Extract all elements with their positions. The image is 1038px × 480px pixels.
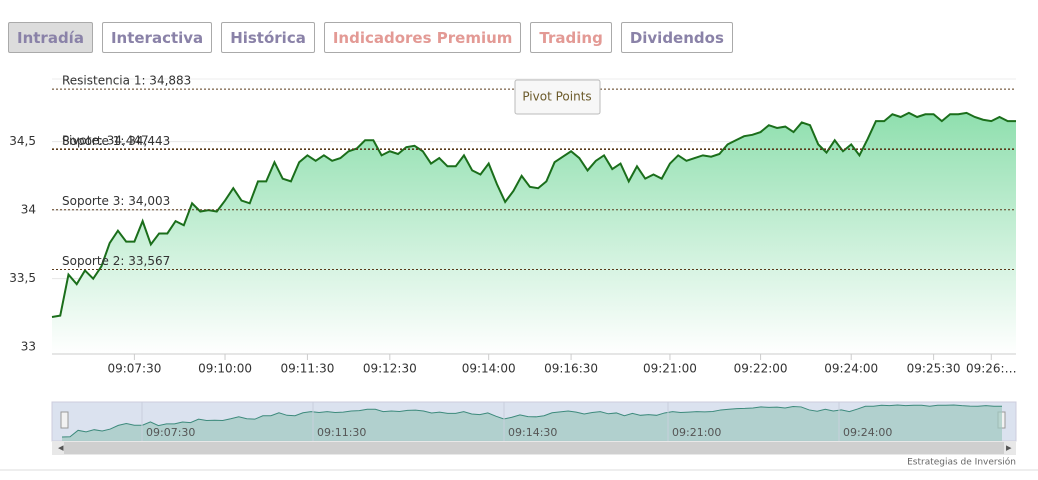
pivot-label: Soporte 3: 34,003 xyxy=(62,194,170,208)
pivot-label: Soporte 1: 34,443 xyxy=(62,134,170,148)
area xyxy=(52,112,1016,354)
pivot-label: Soporte 2: 33,567 xyxy=(62,254,170,268)
x-tick-label: 09:11:30 xyxy=(280,362,334,376)
tab[interactable]: Dividendos xyxy=(620,22,733,53)
nav-label: 09:21:00 xyxy=(672,426,721,439)
tooltip-text: Pivot Points xyxy=(522,90,591,104)
nav-label: 09:14:30 xyxy=(508,426,557,439)
tab[interactable]: Indicadores Premium xyxy=(323,22,522,53)
scroll-left[interactable]: ◂ xyxy=(58,441,64,454)
x-tick-label: 09:07:30 xyxy=(107,362,161,376)
y-tick-label: 34,5 xyxy=(9,134,36,148)
x-tick-label: 09:25:30 xyxy=(907,362,961,376)
tab[interactable]: Intradía xyxy=(8,22,93,53)
credit: Estrategias de Inversión xyxy=(907,457,1016,468)
x-tick-label: 09:26:… xyxy=(966,362,1017,376)
tab[interactable]: Histórica xyxy=(221,22,315,53)
navigator-line xyxy=(61,404,1002,438)
nav-handle[interactable] xyxy=(60,411,69,429)
nav-label: 09:11:30 xyxy=(317,426,366,439)
x-tick-label: 09:24:00 xyxy=(824,362,878,376)
x-tick-label: 09:22:00 xyxy=(734,362,788,376)
pivot-label: Resistencia 1: 34,883 xyxy=(62,74,191,88)
tab-bar: Intradía Interactiva Histórica Indicador… xyxy=(8,22,733,53)
tab[interactable]: Trading xyxy=(530,22,612,53)
x-tick-label: 09:12:30 xyxy=(363,362,417,376)
tooltip xyxy=(514,79,601,115)
pivot-label: Pivote: 34,447 xyxy=(62,133,149,147)
x-tick-label: 09:21:00 xyxy=(643,362,697,376)
x-tick-label: 09:14:00 xyxy=(462,362,516,376)
x-tick-label: 09:10:00 xyxy=(198,362,252,376)
navigator-area xyxy=(62,405,1002,441)
nav-label: 09:07:30 xyxy=(146,426,195,439)
scrollbar-thumb[interactable] xyxy=(64,442,1004,454)
nav-label: 09:24:00 xyxy=(843,426,892,439)
line xyxy=(51,111,1016,318)
y-tick-label: 33,5 xyxy=(9,271,36,285)
x-tick-label: 09:16:30 xyxy=(544,362,598,376)
scroll-right[interactable]: ▸ xyxy=(1006,441,1012,454)
tab[interactable]: Interactiva xyxy=(101,22,213,53)
y-tick-label: 34 xyxy=(21,203,36,217)
y-tick-label: 33 xyxy=(21,340,36,354)
